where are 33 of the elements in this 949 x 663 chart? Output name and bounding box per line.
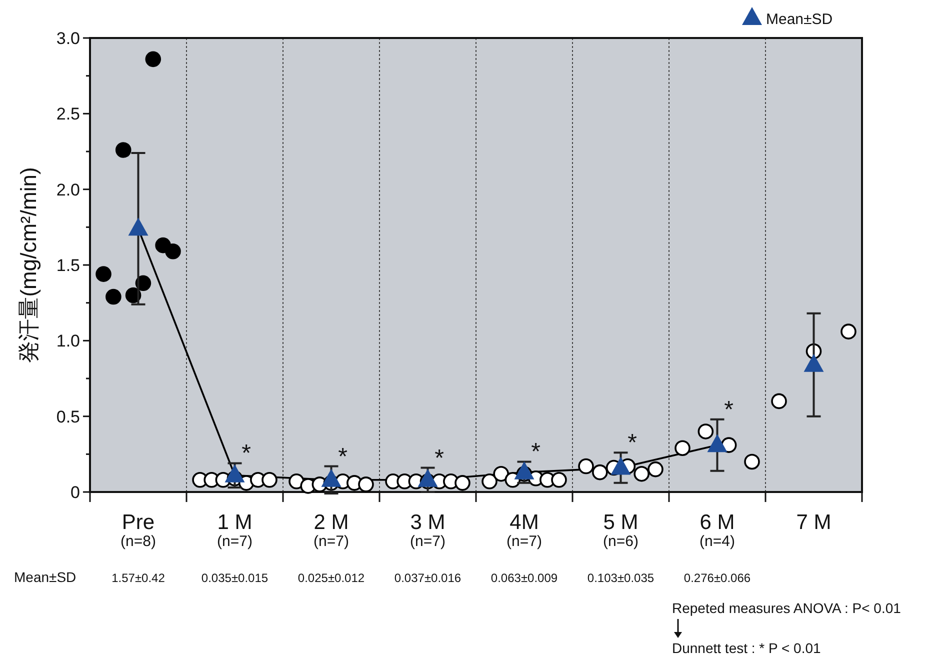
x-tick-label: 4M (n=7)	[506, 511, 542, 550]
y-tick-label: 0.5	[56, 407, 80, 426]
text: 0.276±0.066	[684, 571, 751, 585]
y-tick-label: 2.0	[56, 180, 80, 200]
x-tick-label: 6 M (n=4)	[700, 511, 735, 550]
annotation: *	[338, 443, 348, 470]
text: 0.025±0.012	[298, 571, 365, 585]
x-tick-label: 7 M	[796, 511, 832, 534]
y-axis-title: 発汗量(mg/cm²/min)	[16, 167, 41, 363]
x-tick-label: 3 M (n=7)	[410, 511, 446, 550]
text: 0.103±0.035	[587, 571, 654, 585]
text: Dunnett test : * P < 0.01	[672, 640, 821, 656]
x-tick-label: 1 M (n=7)	[217, 511, 252, 550]
text: 0.035±0.015	[201, 571, 268, 585]
annotation: *	[434, 444, 444, 472]
legend-label: Mean±SD	[766, 11, 833, 28]
annotation: *	[531, 438, 540, 466]
annotation: *	[242, 440, 251, 468]
y-tick-label: 1.0	[56, 332, 80, 351]
text: 1.57±0.42	[112, 571, 166, 585]
text: Repeted measures ANOVA : P< 0.01	[672, 600, 902, 616]
y-tick-label: 0	[70, 483, 80, 502]
y-tick-label: 3.0	[56, 29, 80, 48]
text: Mean±SD	[14, 569, 76, 585]
x-tick-label: 5 M (n=6)	[603, 511, 638, 550]
text: 0.037±0.016	[394, 571, 462, 585]
annotation: *	[628, 430, 637, 457]
x-tick-label: 2 M (n=7)	[314, 511, 349, 550]
text: 0.063±0.009	[490, 571, 558, 585]
x-tick-label: Pre (n=8)	[120, 511, 156, 550]
y-tick-label: 1.5	[56, 256, 80, 275]
y-tick-label: 2.5	[56, 104, 80, 124]
annotation: *	[724, 396, 734, 424]
